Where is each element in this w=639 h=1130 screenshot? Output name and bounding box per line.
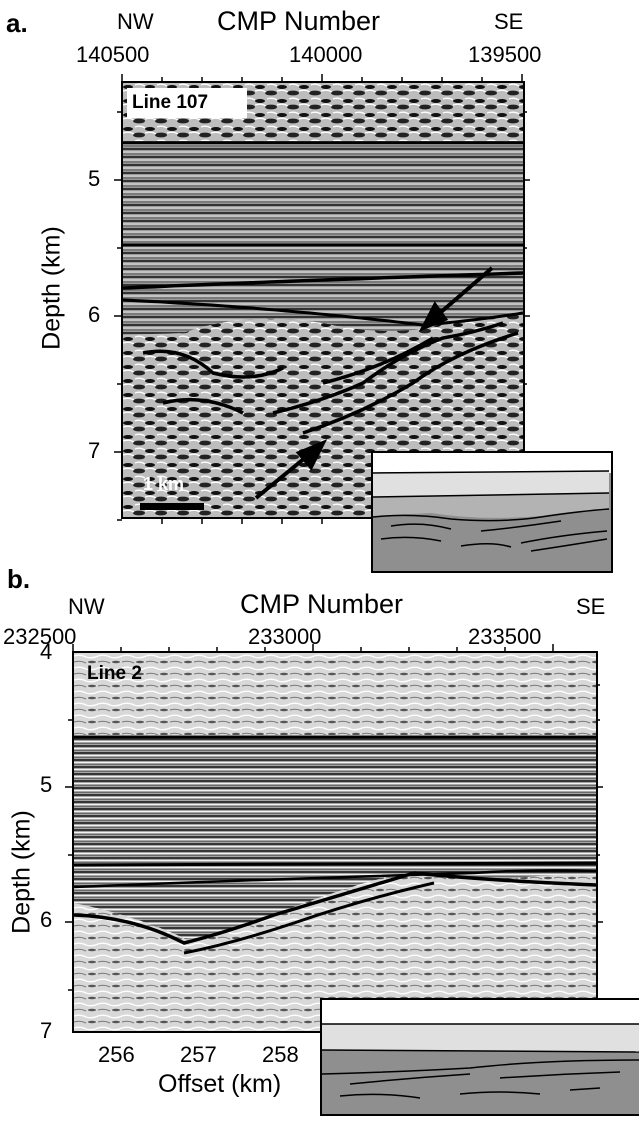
- panel-b-offset-tick-label: 258: [262, 1042, 299, 1067]
- panel-b-top-tick-label: 233000: [248, 624, 322, 649]
- panel-a-top-tick-label: 140000: [289, 42, 363, 67]
- panel-b-xlabel: Offset (km): [158, 1070, 282, 1098]
- panel-b-depth-tick-label: 7: [40, 1018, 53, 1043]
- panel-b-title: CMP Number: [240, 589, 404, 619]
- panel-a-scale-bar-label: 1 km: [143, 474, 185, 494]
- panel-b-top-tick-label: 233500: [468, 624, 542, 649]
- panel-b-depth-tick-label: 5: [40, 772, 53, 797]
- panel-b-seismic-image: [74, 653, 596, 1031]
- panel-a-seismic-section: Line 107 1 km: [121, 81, 525, 519]
- panel-a-dir-right: SE: [494, 9, 524, 34]
- panel-b-letter: b.: [7, 564, 31, 594]
- panel-b-offset-tick-label: 257: [180, 1042, 217, 1067]
- panel-b-interpretation-inset: [320, 998, 639, 1116]
- panel-a-interpretation-inset: [371, 451, 613, 573]
- panel-a-depth-tick-label: 5: [88, 166, 101, 191]
- panel-a-top-tick-label: 139500: [468, 42, 542, 67]
- panel-b-line-label: Line 2: [87, 663, 142, 684]
- panel-b-seismic-section: Line 2: [72, 651, 598, 1033]
- panel-b-top-tick-label: 232500: [3, 624, 77, 649]
- panel-a-seismic-image: [123, 83, 523, 517]
- panel-b-dir-left: NW: [68, 594, 105, 619]
- panel-a-top-tick-label: 140500: [76, 42, 150, 67]
- panel-a-dir-left: NW: [117, 9, 154, 34]
- panel-a-line-label: Line 107: [132, 92, 209, 113]
- panel-b-depth-tick-label: 4: [40, 639, 53, 664]
- panel-a-depth-tick-label: 6: [88, 302, 101, 327]
- panel-b-offset-tick-label: 256: [98, 1042, 135, 1067]
- panel-b-depth-tick-label: 6: [40, 907, 53, 932]
- panel-a-title: CMP Number: [217, 6, 381, 36]
- panel-a-depth-tick-label: 7: [88, 438, 101, 463]
- panel-b-dir-right: SE: [576, 594, 606, 619]
- panel-a-letter: a.: [6, 8, 28, 38]
